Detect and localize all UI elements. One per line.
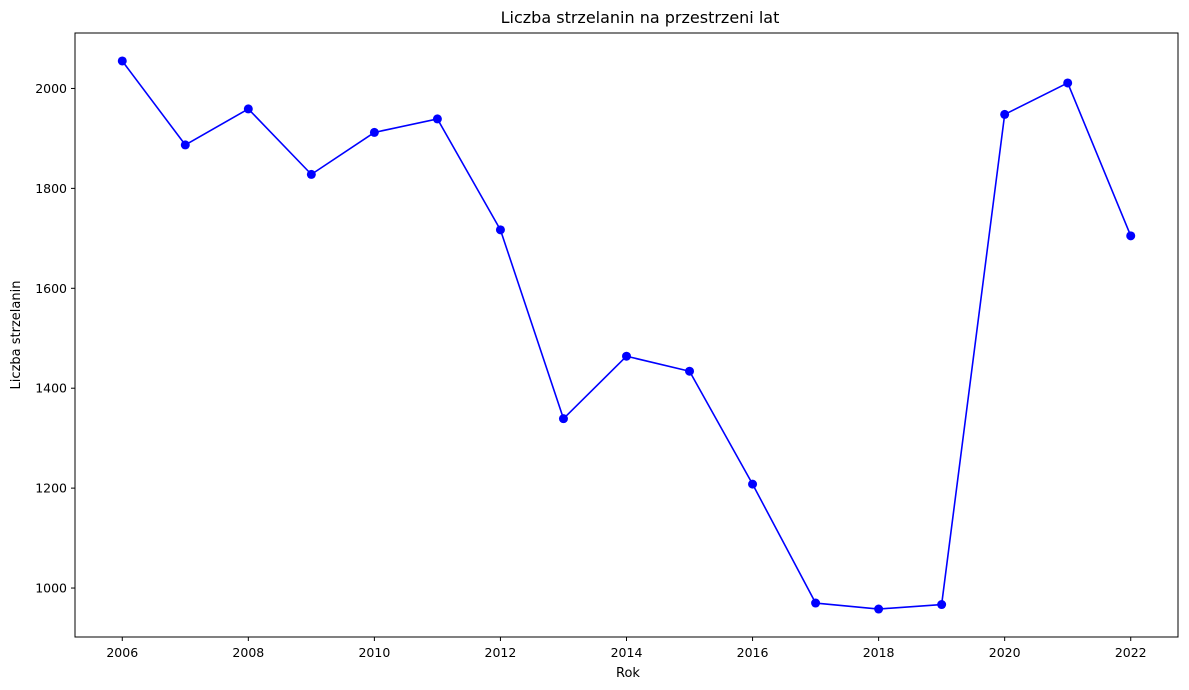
- x-tick-label: 2010: [358, 645, 390, 660]
- data-point: [874, 604, 884, 614]
- x-tick-label: 2016: [737, 645, 769, 660]
- data-point: [748, 479, 758, 489]
- data-point: [306, 169, 316, 179]
- data-point: [1063, 78, 1073, 88]
- y-axis-label: Liczba strzelanin: [9, 281, 24, 390]
- y-tick-label: 1600: [35, 281, 67, 296]
- data-point: [432, 114, 442, 124]
- data-point: [180, 140, 190, 150]
- x-tick-label: 2012: [485, 645, 517, 660]
- data-point: [937, 600, 947, 610]
- plot-frame: [74, 32, 1179, 638]
- x-tick-label: 2006: [106, 645, 138, 660]
- data-point: [811, 598, 821, 608]
- data-point: [685, 366, 695, 376]
- data-point: [495, 225, 505, 235]
- plot-area: 2006 2008 2010 2012 2014 2016 2018 2020 2022 1000…: [35, 32, 1179, 660]
- series-line: [121, 60, 1132, 610]
- x-tick-label: 2008: [232, 645, 264, 660]
- data-point: [243, 104, 253, 114]
- data-point: [558, 414, 568, 424]
- data-point: [622, 351, 631, 361]
- x-axis-label: Rok: [616, 666, 640, 681]
- y-tick-label: 1000: [35, 581, 67, 596]
- data-point: [369, 127, 379, 137]
- data-point: [1126, 231, 1136, 241]
- x-tick-label: 2020: [989, 645, 1021, 660]
- x-tick-label: 2018: [863, 645, 895, 660]
- x-tick-label: 2014: [611, 645, 643, 660]
- y-tick-label: 1400: [35, 381, 67, 396]
- data-point: [1000, 109, 1010, 119]
- data-point: [117, 56, 127, 66]
- y-tick-label: 2000: [35, 81, 67, 96]
- x-tick-label: 2022: [1115, 645, 1147, 660]
- chart-title: Liczba strzelanin na przestrzeni lat: [501, 8, 780, 27]
- y-tick-label: 1200: [35, 481, 67, 496]
- y-tick-label: 1800: [35, 181, 67, 196]
